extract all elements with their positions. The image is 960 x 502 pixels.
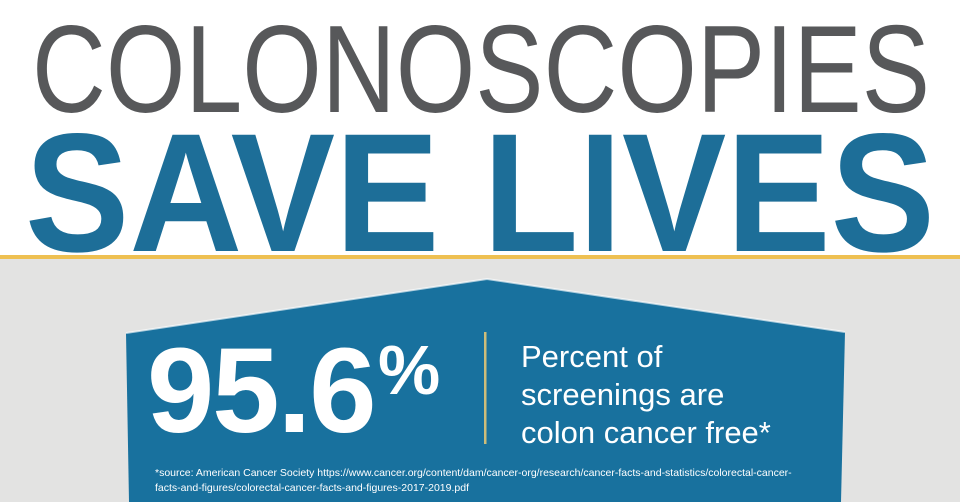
stat-percent-sign: %: [378, 331, 440, 409]
stat-description-line: colon cancer free*: [521, 415, 771, 450]
pentagon-top-highlight: [125, 277, 846, 334]
source-citation-line: *source: American Cancer Society https:/…: [155, 467, 792, 479]
headline-colonoscopies: COLONOSCOPIES: [32, 1, 930, 139]
stat-description-line: Percent of: [521, 339, 663, 374]
gold-divider-rule: [0, 255, 960, 259]
source-citation-line: facts-and-figures/colorectal-cancer-fact…: [155, 482, 469, 494]
stat-divider-line: [484, 332, 487, 444]
headline-save-lives: SAVE LIVES: [25, 98, 935, 287]
stat-value: 95.6: [147, 322, 375, 458]
stat-description-line: screenings are: [521, 377, 724, 412]
